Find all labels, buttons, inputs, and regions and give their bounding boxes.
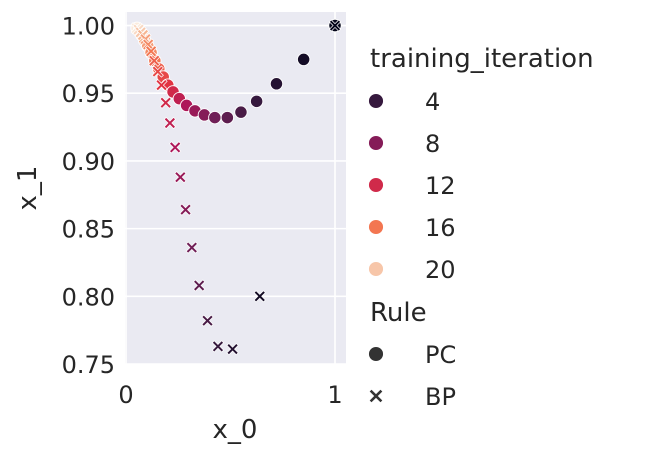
legend: training_iteration 4 8 12 16 20 Rule PC BP <box>368 44 594 411</box>
y-tick-label: 0.95 <box>62 80 115 108</box>
data-points <box>130 18 342 356</box>
pc-point <box>208 110 222 125</box>
y-tick-labels: 0.75 0.80 0.85 0.90 0.95 1.00 <box>62 13 115 379</box>
legend-style-marker <box>368 388 384 404</box>
legend-hue-items: 4 8 12 16 20 <box>368 88 456 284</box>
legend-hue-marker <box>368 219 384 235</box>
legend-hue-marker <box>368 135 384 151</box>
y-tick-label: 0.75 <box>62 351 115 379</box>
bp-point <box>148 54 161 67</box>
pc-point <box>249 94 264 109</box>
bp-point <box>144 45 158 58</box>
bp-point <box>151 65 164 78</box>
legend-hue-marker <box>368 177 384 193</box>
legend-hue-marker <box>368 261 384 277</box>
pc-point <box>269 77 284 91</box>
legend-style-label: BP <box>425 383 456 411</box>
legend-hue-label: 8 <box>425 130 440 158</box>
bp-point <box>155 79 168 92</box>
bp-point <box>174 171 187 184</box>
bp-point <box>211 340 225 353</box>
legend-hue-label: 12 <box>425 172 456 200</box>
pc-point <box>220 110 235 125</box>
y-tick-label: 0.90 <box>62 148 115 176</box>
legend-hue-label: 4 <box>425 88 440 116</box>
x-axis-title: x_0 <box>213 415 258 445</box>
y-tick-label: 0.80 <box>62 283 115 311</box>
legend-style-marker <box>368 346 384 362</box>
legend-hue-label: 20 <box>425 256 456 284</box>
x-tick-label: 1 <box>327 381 342 409</box>
bp-point <box>163 116 176 130</box>
bp-point <box>253 290 266 303</box>
bp-point <box>328 19 342 32</box>
pc-point <box>234 105 248 119</box>
bp-point <box>159 96 172 109</box>
legend-hue-marker <box>368 93 384 109</box>
legend-hue-label: 16 <box>425 214 456 242</box>
legend-style-title: Rule <box>370 298 427 328</box>
y-tick-label: 0.85 <box>62 216 115 244</box>
y-axis-title: x_1 <box>13 166 43 211</box>
bp-point <box>201 314 214 327</box>
bp-point <box>193 279 206 292</box>
bp-point <box>179 203 192 216</box>
y-tick-label: 1.00 <box>62 13 115 41</box>
bp-point <box>169 141 182 154</box>
bp-point <box>226 343 239 356</box>
legend-style-items: PC BP <box>368 341 456 411</box>
bp-point <box>185 241 198 254</box>
grid-lines <box>125 12 346 365</box>
x-tick-label: 0 <box>118 381 133 409</box>
legend-style-label: PC <box>425 341 456 369</box>
legend-hue-title: training_iteration <box>370 44 594 74</box>
pc-point <box>296 52 311 67</box>
